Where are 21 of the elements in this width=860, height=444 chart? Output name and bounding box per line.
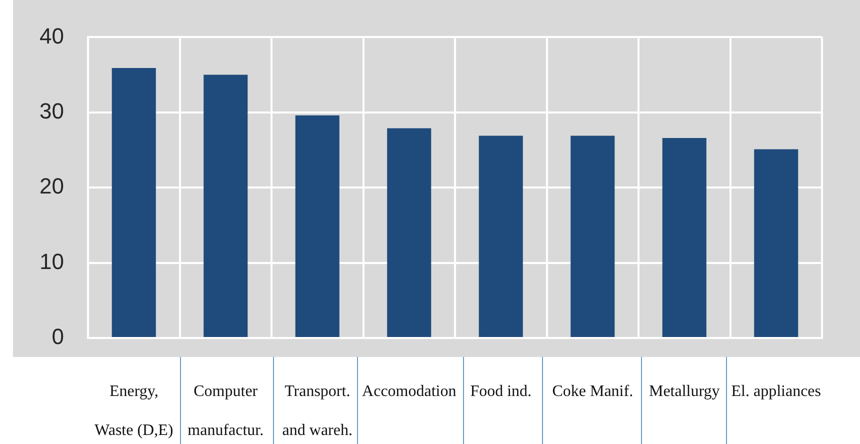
- y-tick-label: 30: [40, 98, 64, 124]
- x-tick-label: Accomodation: [362, 383, 456, 400]
- bar: [754, 149, 798, 337]
- y-tick-label: 20: [40, 174, 64, 199]
- bar: [662, 138, 706, 337]
- x-tick-label: El. appliances: [731, 383, 821, 400]
- y-tick-label: 40: [40, 23, 64, 48]
- category-label: Transport. and wareh.: [282, 383, 352, 440]
- y-tick-label: 0: [52, 324, 64, 350]
- bar: [570, 136, 615, 337]
- bar: [478, 136, 523, 337]
- y-tick-label: 10: [40, 248, 64, 274]
- category-label: Computer manufactur.: [188, 383, 264, 440]
- bar: [112, 68, 156, 337]
- bar: [387, 128, 432, 337]
- x-tick-label: Food ind.: [470, 383, 532, 400]
- bar: [295, 115, 340, 337]
- category-label: Energy, Waste (D,E): [94, 383, 174, 440]
- bar: [204, 74, 248, 337]
- x-tick-label: Coke Manif.: [552, 383, 634, 400]
- x-tick-label: Metallurgy: [648, 383, 720, 400]
